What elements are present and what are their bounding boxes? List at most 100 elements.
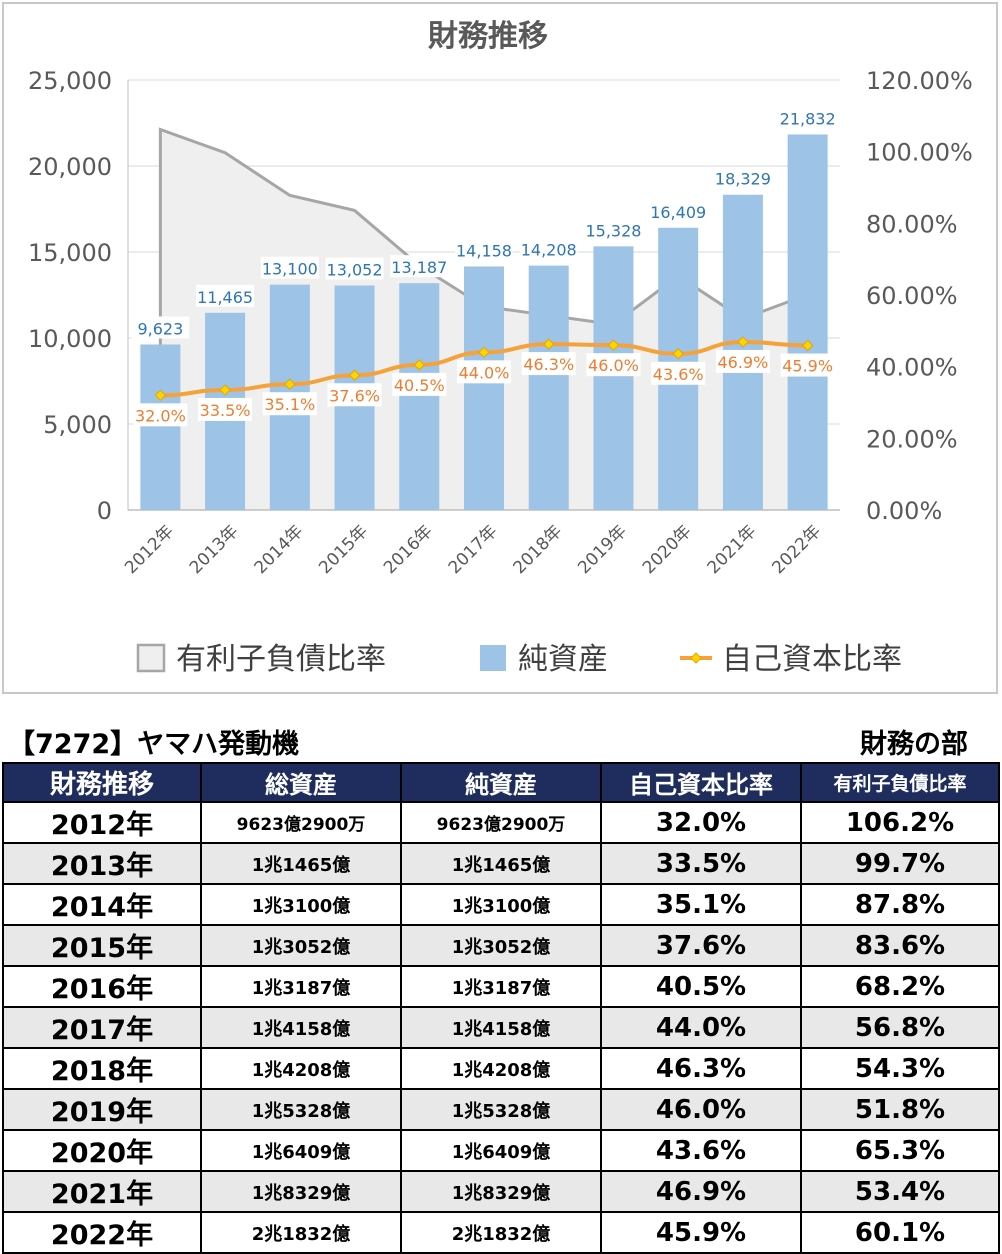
cell-net-assets: 1兆4158億 (400, 1006, 602, 1049)
cell-equity-ratio: 46.9% (600, 1170, 802, 1213)
left-axis-tick-label: 20,000 (28, 153, 112, 181)
equity-ratio-label-bg (715, 349, 770, 373)
cell-net-assets: 1兆5328億 (400, 1088, 602, 1131)
cell-year: 2020年 (2, 1129, 202, 1172)
equity-ratio-marker (154, 389, 167, 402)
cell-total-assets: 2兆1832億 (200, 1211, 402, 1254)
right-axis-tick-label: 80.00% (866, 210, 958, 238)
cell-equity-ratio: 43.6% (600, 1129, 802, 1172)
left-axis-tick-label: 15,000 (28, 239, 112, 267)
net-assets-data-label: 14,158 (456, 241, 512, 260)
net-assets-bar (464, 266, 504, 510)
cell-net-assets: 1兆8329億 (400, 1170, 602, 1213)
net-assets-bar (140, 344, 181, 510)
equity-ratio-data-label: 46.3% (523, 355, 574, 374)
equity-ratio-label-bg (392, 372, 447, 396)
table-row: 2017年 1兆4158億 1兆4158億 44.0% 56.8% (2, 1006, 1000, 1049)
left-axis-tick-label: 25,000 (28, 67, 112, 95)
net-assets-data-label: 18,329 (715, 170, 771, 189)
equity-ratio-marker (607, 339, 620, 351)
equity-ratio-label-bg (457, 360, 511, 384)
net-assets-data-label: 21,832 (780, 109, 836, 128)
net-assets-data-label: 11,465 (197, 288, 253, 307)
cell-debt-ratio: 54.3% (800, 1047, 1000, 1090)
equity-ratio-data-label: 33.5% (200, 401, 251, 420)
chart-title: 財務推移 (428, 19, 548, 54)
cell-net-assets: 2兆1832億 (400, 1211, 602, 1254)
equity-ratio-data-label: 46.9% (717, 353, 768, 372)
cell-year: 2021年 (2, 1170, 202, 1213)
cell-year: 2017年 (2, 1006, 202, 1049)
cell-net-assets: 1兆3187億 (400, 965, 602, 1008)
equity-ratio-marker (543, 338, 555, 350)
x-axis-category-label: 2013年 (186, 521, 243, 578)
cell-debt-ratio: 99.7% (800, 842, 1000, 885)
net-assets-label-bg (778, 106, 837, 129)
cell-debt-ratio: 53.4% (800, 1170, 1000, 1213)
x-axis-category-label: 2014年 (251, 521, 308, 578)
cell-net-assets: 1兆4208億 (400, 1047, 602, 1090)
cell-debt-ratio: 60.1% (800, 1211, 1000, 1254)
equity-ratio-marker (413, 359, 425, 371)
net-assets-bar (399, 283, 440, 510)
cell-total-assets: 1兆5328億 (200, 1088, 402, 1131)
cell-total-assets: 1兆4158億 (200, 1006, 402, 1049)
cell-net-assets: 1兆3052億 (400, 924, 602, 967)
cell-equity-ratio: 37.6% (600, 924, 802, 967)
equity-ratio-data-label: 45.9% (782, 357, 833, 376)
x-axis-category-label: 2021年 (704, 521, 761, 578)
right-axis-tick-label: 0.00% (866, 497, 942, 525)
net-assets-data-label: 16,409 (650, 203, 706, 222)
legend-swatch-equity-marker (690, 652, 702, 664)
cell-net-assets: 1兆3100億 (400, 883, 602, 926)
equity-ratio-marker (478, 346, 490, 359)
x-axis-category-label: 2017年 (445, 521, 502, 578)
table-row: 2022年 2兆1832億 2兆1832億 45.9% 60.1% (2, 1211, 1000, 1254)
legend-label-debt-ratio: 有利子負債比率 (176, 642, 386, 677)
equity-ratio-data-label: 37.6% (329, 386, 380, 405)
equity-ratio-marker (737, 336, 749, 348)
equity-ratio-data-label: 32.0% (135, 406, 186, 425)
chart-svg: 財務推移 0 5,000 10,000 15,000 20,000 25,000 0.00% 2… (28, 19, 973, 677)
equity-ratio-data-label: 44.0% (459, 363, 510, 382)
net-assets-data-label: 13,100 (262, 260, 318, 279)
cell-year: 2019年 (2, 1088, 202, 1131)
col-header-equity-ratio: 自己資本比率 (600, 762, 802, 803)
equity-ratio-label-bg (327, 383, 382, 407)
cell-debt-ratio: 87.8% (800, 883, 1000, 926)
net-assets-label-bg (260, 256, 319, 279)
col-header-debt-ratio: 有利子負債比率 (800, 762, 1000, 803)
equity-ratio-label-bg (262, 392, 317, 416)
section-title: 財務の部 (860, 729, 968, 760)
equity-ratio-label-bg (133, 403, 188, 427)
equity-ratio-marker (672, 348, 684, 360)
net-assets-data-label: 15,328 (585, 221, 641, 240)
x-axis-category-label: 2020年 (639, 521, 696, 578)
x-axis-category-label: 2022年 (768, 521, 825, 578)
net-assets-label-bg (131, 316, 190, 339)
cell-equity-ratio: 44.0% (600, 1006, 802, 1049)
equity-ratio-marker (219, 384, 231, 396)
net-assets-data-label: 13,052 (327, 261, 383, 280)
cell-net-assets: 9623億2900万 (400, 801, 602, 844)
cell-net-assets: 1兆1465億 (400, 842, 602, 885)
table-header-row: 財務推移 総資産 純資産 自己資本比率 有利子負債比率 (2, 762, 1000, 803)
net-assets-label-bg (584, 218, 643, 241)
company-title: 【7272】ヤマハ発動機 (8, 729, 300, 760)
legend-swatch-net-assets (480, 645, 506, 671)
col-header-total-assets: 総資産 (200, 762, 402, 803)
cell-debt-ratio: 51.8% (800, 1088, 1000, 1131)
net-assets-data-label: 14,208 (521, 241, 577, 260)
cell-year: 2013年 (2, 842, 202, 885)
table-row: 2013年 1兆1465億 1兆1465億 33.5% 99.7% (2, 842, 1000, 885)
table-row: 2020年 1兆6409億 1兆6409億 43.6% 65.3% (2, 1129, 1000, 1172)
net-assets-bar (593, 246, 634, 510)
table-row: 2012年 9623億2900万 9623億2900万 32.0% 106.2% (2, 801, 1000, 844)
cell-debt-ratio: 83.6% (800, 924, 1000, 967)
equity-ratio-label-bg (651, 361, 706, 385)
x-axis-category-label: 2015年 (315, 521, 372, 578)
table-row: 2018年 1兆4208億 1兆4208億 46.3% 54.3% (2, 1047, 1000, 1090)
equity-ratio-data-label: 35.1% (264, 395, 315, 414)
cell-debt-ratio: 65.3% (800, 1129, 1000, 1172)
cell-debt-ratio: 106.2% (800, 801, 1000, 844)
